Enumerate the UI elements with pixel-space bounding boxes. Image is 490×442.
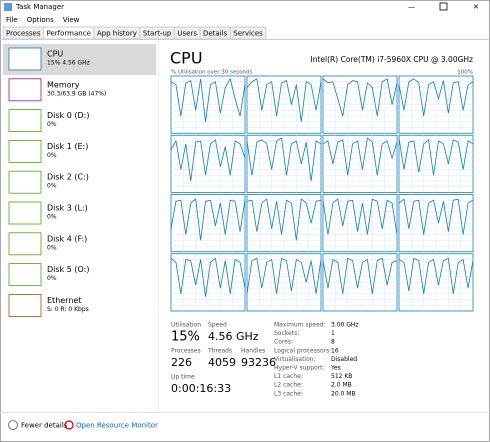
tab[interactable] (229, 26, 267, 40)
sidebar-name[interactable]: Memory (47, 80, 80, 89)
core-line (398, 78, 474, 117)
spec-value: 8 (331, 339, 335, 346)
core-line (246, 78, 322, 122)
sidebar-thumbnail[interactable] (8, 263, 42, 287)
graph-label: % Utilisation over 30 seconds (171, 70, 253, 76)
core-line (170, 198, 246, 241)
spec-value: 20.0 MB (331, 390, 356, 397)
spec-label: L2 cache: (274, 382, 303, 389)
spec-value: 512 KB (331, 373, 352, 380)
sidebar-thumbnail[interactable] (8, 232, 42, 256)
cpu-model: Intel(R) Core(TM) i7-5960X CPU @ 3.00GHz (311, 55, 474, 64)
sidebar-detail[interactable]: S: 0 R: 0 Kbps (47, 306, 89, 313)
sidebar-name[interactable]: Ethernet (47, 296, 81, 305)
spec-value: 1 (331, 330, 335, 337)
stat-value: 93236 (241, 356, 276, 369)
sidebar-thumbnail[interactable] (8, 201, 42, 225)
tab-label[interactable]: Start-up (143, 30, 172, 38)
tab-label[interactable]: App history (97, 30, 137, 38)
core-line (398, 257, 474, 294)
spec-label: L3 cache: (274, 390, 303, 397)
fewer-icon[interactable] (8, 420, 18, 430)
stat-label: Speed (208, 322, 227, 329)
spec-label: Virtualisation: (274, 356, 316, 363)
spec-label: Hyper-V support: (274, 365, 325, 372)
stat-value: 4.56 GHz (208, 330, 259, 343)
sidebar-name[interactable]: Disk 3 (L:) (47, 204, 88, 213)
sidebar-thumbnail[interactable] (8, 78, 42, 102)
core-line (170, 257, 246, 297)
stat-label: Utilisation (171, 322, 201, 329)
sidebar-detail[interactable]: 0% (47, 214, 57, 221)
tab-label[interactable]: Performance (47, 30, 91, 38)
sidebar-detail[interactable]: 0% (47, 152, 57, 159)
sidebar-name[interactable]: CPU (47, 50, 63, 59)
spec-label: Cores: (274, 339, 293, 346)
sidebar-detail[interactable]: 0% (47, 275, 57, 282)
core-line (398, 138, 474, 176)
spec-value: Yes (330, 365, 341, 372)
stat-label: Processes (171, 348, 201, 355)
app-icon (4, 3, 12, 11)
stat-value: 0:00:16:33 (171, 382, 231, 395)
core-line (322, 78, 398, 117)
core-line (322, 257, 398, 294)
core-line (170, 77, 246, 122)
menu-item[interactable]: View (63, 16, 80, 24)
spec-label: Sockets: (274, 330, 299, 337)
window-title: Task Manager (15, 3, 64, 11)
core-line (398, 198, 474, 235)
sidebar-name[interactable]: Disk 0 (D:) (47, 111, 89, 120)
sidebar-name[interactable]: Disk 5 (O:) (47, 265, 89, 274)
stat-value: 15% (171, 330, 200, 345)
stat-label: Handles (241, 348, 265, 355)
spec-label: Maximum speed: (274, 322, 326, 329)
core-line (170, 139, 246, 182)
sidebar-name[interactable]: Disk 1 (E:) (47, 142, 88, 151)
spec-label: Logical processors: (274, 347, 331, 354)
menu-item[interactable]: Options (27, 16, 54, 24)
sidebar-thumbnail[interactable] (8, 47, 42, 71)
tab-label[interactable]: Details (203, 30, 228, 38)
menu-item[interactable]: File (6, 16, 18, 24)
core-line (246, 137, 322, 182)
tab-label[interactable]: Services (233, 30, 263, 38)
spec-label: L1 cache: (274, 373, 303, 380)
sidebar-detail[interactable]: 15% 4.56 GHz (47, 60, 90, 67)
stat-label: Up time (171, 374, 195, 381)
sidebar-detail[interactable]: 0% (47, 121, 57, 128)
spec-value: 16 (331, 347, 339, 354)
sidebar-thumbnail[interactable] (8, 139, 42, 163)
stat-label: Threads (207, 348, 232, 355)
core-line (246, 198, 322, 241)
main-title: CPU (170, 49, 203, 68)
sidebar-detail[interactable]: 0% (47, 183, 57, 190)
sidebar-thumbnail[interactable] (8, 170, 42, 194)
monitor-icon[interactable] (64, 420, 74, 430)
maximize-button[interactable] (439, 2, 448, 11)
tab-label[interactable]: Users (177, 30, 197, 38)
sidebar-thumbnail[interactable] (8, 109, 42, 132)
tab-label[interactable]: Processes (6, 30, 41, 38)
sidebar-thumbnail[interactable] (8, 293, 42, 317)
minimize-button[interactable]: — (408, 3, 415, 11)
stat-value: 4059 (208, 356, 236, 369)
core-line (322, 198, 398, 235)
fewer-details[interactable]: Fewer details (21, 422, 68, 430)
spec-value: 2.0 MB (331, 382, 352, 389)
sidebar-detail[interactable]: 30.3/63.9 GB (47%) (47, 90, 106, 97)
resource-monitor-link[interactable]: Open Resource Monitor (76, 422, 158, 430)
stat-value: 226 (171, 356, 192, 369)
sidebar-name[interactable]: Disk 4 (F:) (47, 234, 87, 243)
core-line (246, 257, 322, 294)
sidebar-name[interactable]: Disk 2 (C:) (47, 173, 89, 182)
core-line (322, 137, 398, 176)
spec-value: 3.00 GHz (331, 322, 359, 329)
graph-max-label: 100% (457, 70, 473, 76)
close-button[interactable]: ✕ (473, 3, 479, 11)
sidebar-detail[interactable]: 0% (47, 244, 57, 251)
spec-value: Disabled (331, 356, 357, 363)
